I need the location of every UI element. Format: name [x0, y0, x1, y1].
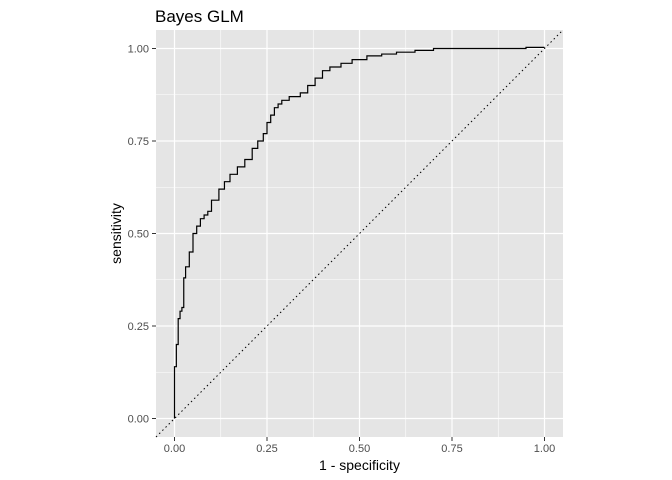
- x-tick-label: 0.00: [164, 443, 185, 455]
- y-tick-label: 1.00: [128, 44, 149, 56]
- y-tick-label: 0.75: [128, 136, 149, 148]
- y-axis-ticks: [152, 48, 156, 419]
- x-tick-label: 0.25: [256, 443, 277, 455]
- roc-curve-line: [173, 46, 545, 419]
- x-tick-label: 1.00: [534, 443, 555, 455]
- x-tick-label: 0.50: [349, 443, 370, 455]
- chart-title: Bayes GLM: [155, 7, 244, 26]
- y-tick-label: 0.00: [128, 414, 149, 426]
- grid-major: [156, 30, 563, 437]
- x-axis-title: 1 - specificity: [319, 457, 400, 473]
- y-axis-tick-labels: 0.00 0.25 0.50 0.75 1.00: [128, 44, 149, 426]
- x-tick-label: 0.75: [441, 443, 462, 455]
- y-tick-label: 0.25: [128, 321, 149, 333]
- y-axis-title: sensitivity: [108, 203, 124, 264]
- y-tick-label: 0.50: [128, 229, 149, 241]
- x-axis-ticks: [174, 437, 545, 441]
- x-axis-tick-labels: 0.00 0.25 0.50 0.75 1.00: [164, 443, 555, 455]
- reference-diagonal-line: [155, 29, 564, 438]
